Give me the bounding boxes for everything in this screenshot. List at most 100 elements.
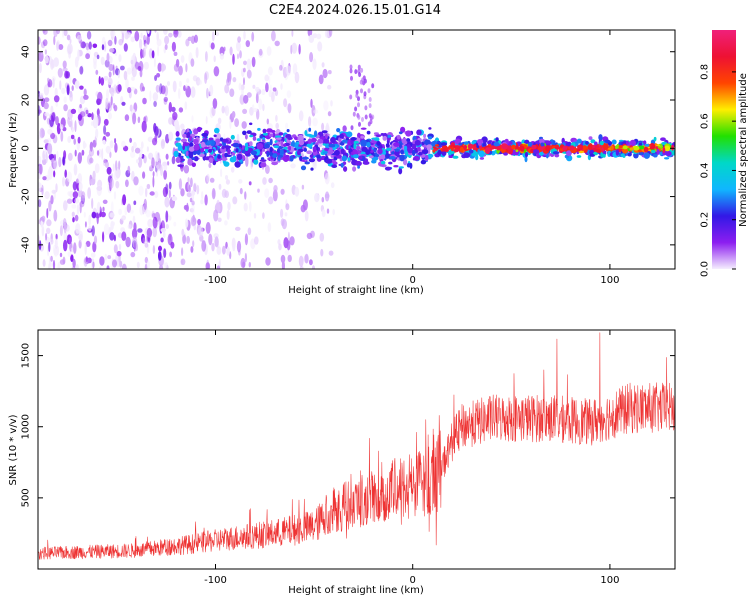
spectrogram-cell — [214, 127, 220, 134]
spectrogram-cell — [157, 45, 160, 57]
spectrogram-cell — [353, 140, 359, 144]
spectrogram-cell — [243, 67, 246, 73]
spectrogram-cell — [126, 203, 132, 213]
spectrogram-cell — [110, 95, 113, 106]
spectrogram-cell — [266, 128, 273, 133]
spectrogram-cell — [85, 240, 91, 247]
spectrogram-cell — [312, 265, 315, 269]
spectrogram-cell — [53, 209, 58, 222]
spectrogram-cell — [39, 163, 43, 175]
spectrogram-cell — [496, 146, 501, 151]
spectrogram-cell — [118, 243, 122, 251]
spectrogram-cell — [66, 198, 73, 204]
spectrogram-cell — [360, 135, 365, 139]
spectrogram-cell — [163, 30, 168, 35]
spectrogram-cell — [142, 171, 146, 179]
spectrogram-cell — [116, 250, 122, 257]
spectrogram-cell — [284, 250, 290, 256]
spectrogram-cell — [44, 49, 48, 55]
spectrogram-cell — [261, 148, 266, 152]
spectrogram-cell — [38, 36, 41, 45]
spectrogram-cell — [141, 120, 147, 133]
spectrogram-cell — [42, 30, 48, 35]
spectrogram-cell — [224, 190, 229, 198]
spectrogram-x-axis-label: Height of straight line (km) — [288, 285, 424, 296]
spectrogram-cell — [131, 76, 135, 81]
snr-frame — [37, 329, 676, 570]
spectrogram-y-tick-label: 0 — [21, 145, 32, 151]
spectrogram-cell — [304, 253, 309, 264]
spectrogram-cell — [398, 166, 404, 169]
spectrogram-cell — [353, 142, 357, 150]
spectrogram-cell — [102, 199, 108, 204]
spectrogram-cell — [418, 151, 423, 156]
spectrogram-cell — [152, 226, 157, 238]
spectrogram-cell — [149, 165, 154, 172]
spectrogram-cell — [234, 161, 241, 168]
spectrogram-cell — [321, 196, 325, 203]
spectrogram-cell — [207, 140, 212, 145]
colorbar-tick-label: 0.0 — [700, 261, 711, 277]
spectrogram-cell — [566, 150, 572, 157]
spectrogram-cell — [247, 227, 252, 236]
spectrogram-cell — [110, 91, 114, 97]
spectrogram-cell — [476, 139, 484, 145]
spectrogram-cell — [278, 243, 282, 251]
spectrogram-cell — [285, 203, 290, 211]
spectrogram-cell — [625, 140, 629, 145]
spectrogram-cell — [100, 77, 105, 86]
spectrogram-cell — [185, 63, 188, 73]
spectrogram-cell — [88, 148, 95, 157]
spectrogram-cell — [287, 136, 293, 140]
spectrogram-cell — [43, 102, 49, 110]
spectrogram-cell — [377, 148, 383, 155]
spectrogram-cell — [459, 146, 464, 153]
spectrogram-cell — [248, 261, 251, 268]
spectrogram-cell — [232, 77, 237, 83]
spectrogram-cell — [117, 84, 122, 93]
spectrogram-cell — [205, 262, 211, 269]
spectrogram-cell — [105, 161, 109, 168]
spectrogram-cell — [355, 93, 359, 99]
spectrogram-cell — [301, 184, 305, 190]
spectrogram-cell — [478, 142, 482, 146]
spectrogram-cell — [610, 145, 614, 151]
spectrogram-cell — [102, 139, 106, 145]
spectrogram-cell — [59, 252, 63, 258]
spectrogram-cell — [285, 122, 289, 130]
spectrogram-cell — [214, 236, 219, 248]
spectrogram-cell — [252, 104, 255, 111]
spectrogram-cell — [426, 144, 433, 150]
spectrogram-cell — [272, 189, 278, 202]
spectrogram-cell — [271, 30, 276, 42]
spectrogram-cell — [92, 261, 95, 269]
spectrogram-cell — [42, 259, 46, 267]
spectrogram-cell — [441, 148, 446, 152]
spectrogram-cell — [152, 216, 158, 229]
spectrogram-cell — [170, 241, 175, 249]
spectrogram-cell — [339, 133, 344, 139]
spectrogram-cell — [360, 67, 364, 73]
spectrogram-cell — [73, 163, 78, 176]
spectrogram-cell — [74, 120, 77, 133]
spectrogram-cell — [412, 149, 416, 156]
spectrogram-cell — [84, 221, 87, 228]
spectrogram-cell — [414, 139, 421, 146]
spectrogram-cell — [468, 149, 474, 154]
spectrogram-cell — [380, 154, 386, 160]
spectrogram-cell — [131, 66, 137, 78]
spectrogram-cell — [125, 78, 129, 90]
spectrogram-cell — [291, 42, 298, 54]
spectrogram-cell — [78, 182, 83, 191]
spectrogram-cell — [197, 218, 202, 226]
spectrogram-cell — [545, 141, 552, 144]
spectrogram-cell — [234, 118, 240, 128]
spectrogram-cell — [139, 153, 143, 159]
spectrogram-cell — [42, 39, 48, 47]
spectrogram-cell — [330, 100, 333, 107]
spectrogram-cell — [375, 134, 382, 138]
spectrogram-cell — [360, 127, 367, 130]
spectrogram-cell — [112, 64, 115, 76]
spectrogram-cell — [578, 144, 583, 151]
spectrogram-cell — [213, 66, 220, 77]
